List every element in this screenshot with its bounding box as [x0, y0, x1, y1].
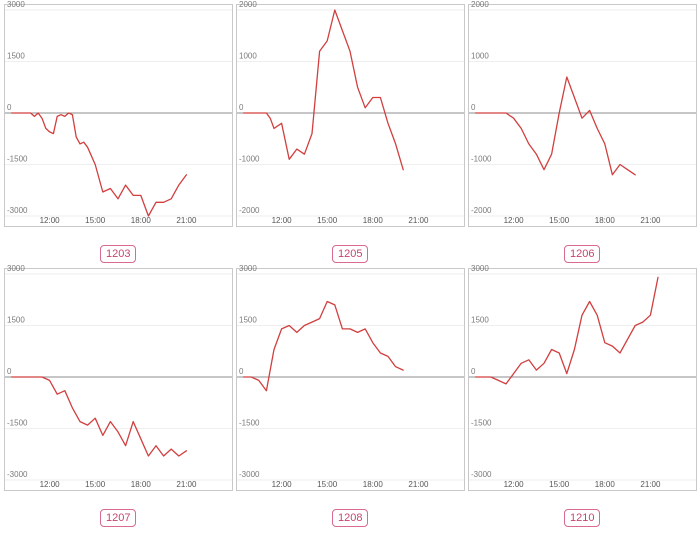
x-tick-label: 21:00: [176, 216, 197, 225]
x-tick-label: 12:00: [272, 216, 293, 225]
y-tick-label: 0: [239, 367, 244, 376]
chart-panel-1206: 2000 1000 0 -1000 -2000 12:00 15:00 18:00 21:00 1…: [468, 0, 698, 269]
y-tick-label: -2000: [471, 206, 492, 215]
y-tick-label: 1500: [471, 316, 489, 325]
x-tick-label: 21:00: [640, 216, 661, 225]
x-tick-label: 12:00: [504, 216, 525, 225]
y-tick-label: 2000: [471, 0, 489, 9]
x-tick-label: 21:00: [640, 480, 661, 489]
chart-label-badge: 1205: [332, 245, 369, 263]
chart-panel-1207: 3000 1500 0 -1500 -3000 12:00 15:00 18:00 21:00 1…: [4, 264, 234, 533]
y-tick-label: -3000: [239, 470, 260, 479]
y-tick-label: -3000: [471, 470, 492, 479]
chart-label-badge: 1210: [564, 509, 601, 527]
y-tick-label: 0: [471, 103, 476, 112]
series-line: [474, 276, 659, 385]
chart-svg: 3000 1500 0 -1500 -3000 12:00 15:00 18:00 21:00: [4, 0, 233, 227]
x-tick-label: 15:00: [317, 216, 338, 225]
x-tick-label: 21:00: [408, 216, 429, 225]
plot-frame: [236, 268, 465, 491]
chart-panel-1205: 2000 1000 0 -1000 -2000 12:00 15:00 18:00 21:00 1…: [236, 0, 466, 269]
plot-frame: [236, 4, 465, 227]
x-tick-label: 15:00: [549, 480, 570, 489]
chart-svg: 3000 1500 0 -1500 -3000 12:00 15:00 18:00 21:00: [236, 264, 465, 491]
plot-frame: [4, 4, 233, 227]
series-line: [10, 376, 188, 457]
series-line: [242, 300, 404, 392]
y-tick-label: -1500: [7, 155, 28, 164]
y-tick-label: 0: [7, 103, 12, 112]
series-line: [10, 112, 188, 217]
y-tick-label: -1500: [239, 419, 260, 428]
y-tick-label: -2000: [239, 206, 260, 215]
chart-svg: 3000 1500 0 -1500 -3000 12:00 15:00 18:00 21:00: [4, 264, 233, 491]
y-tick-label: 3000: [471, 264, 489, 273]
x-tick-label: 12:00: [40, 216, 61, 225]
y-tick-label: -1500: [471, 419, 492, 428]
y-tick-label: 3000: [7, 0, 25, 9]
chart-svg: 3000 1500 0 -1500 -3000 12:00 15:00 18:00 21:00: [468, 264, 697, 491]
y-tick-label: 2000: [239, 0, 257, 9]
y-tick-label: -1000: [239, 155, 260, 164]
x-tick-label: 18:00: [595, 480, 616, 489]
x-tick-label: 15:00: [549, 216, 570, 225]
x-tick-label: 12:00: [272, 480, 293, 489]
x-tick-label: 21:00: [176, 480, 197, 489]
y-tick-label: -1000: [471, 155, 492, 164]
x-tick-label: 12:00: [40, 480, 61, 489]
chart-svg: 2000 1000 0 -1000 -2000 12:00 15:00 18:00 21:00: [468, 0, 697, 227]
x-tick-label: 15:00: [85, 480, 106, 489]
x-tick-label: 21:00: [408, 480, 429, 489]
chart-panel-1210: 3000 1500 0 -1500 -3000 12:00 15:00 18:00 21:00 1…: [468, 264, 698, 533]
y-tick-label: 0: [471, 367, 476, 376]
x-tick-label: 18:00: [363, 480, 384, 489]
chart-svg: 2000 1000 0 -1000 -2000 12:00 15:00 18:00 21:00: [236, 0, 465, 227]
series-line: [474, 76, 636, 176]
y-tick-label: 1000: [471, 52, 489, 61]
series-line: [242, 9, 404, 171]
y-tick-label: 3000: [7, 264, 25, 273]
y-tick-label: 0: [239, 103, 244, 112]
y-tick-label: 0: [7, 367, 12, 376]
y-tick-label: 1500: [7, 316, 25, 325]
chart-label-badge: 1208: [332, 509, 369, 527]
y-tick-label: 3000: [239, 264, 257, 273]
y-tick-label: -3000: [7, 470, 28, 479]
plot-frame: [468, 268, 697, 491]
x-tick-label: 18:00: [595, 216, 616, 225]
y-tick-label: -1500: [7, 419, 28, 428]
x-tick-label: 18:00: [131, 480, 152, 489]
chart-label-badge: 1207: [100, 509, 137, 527]
x-tick-label: 18:00: [131, 216, 152, 225]
chart-label-badge: 1203: [100, 245, 137, 263]
x-tick-label: 12:00: [504, 480, 525, 489]
y-tick-label: 1500: [239, 316, 257, 325]
x-tick-label: 15:00: [85, 216, 106, 225]
chart-panel-1208: 3000 1500 0 -1500 -3000 12:00 15:00 18:00 21:00 1…: [236, 264, 466, 533]
y-tick-label: -3000: [7, 206, 28, 215]
plot-frame: [468, 4, 697, 227]
chart-label-badge: 1206: [564, 245, 601, 263]
y-tick-label: 1000: [239, 52, 257, 61]
x-tick-label: 18:00: [363, 216, 384, 225]
chart-panel-1203: 3000 1500 0 -1500 -3000 12:00 15:00 18:00 21:00 1…: [4, 0, 234, 269]
x-tick-label: 15:00: [317, 480, 338, 489]
y-tick-label: 1500: [7, 52, 25, 61]
plot-frame: [4, 268, 233, 491]
